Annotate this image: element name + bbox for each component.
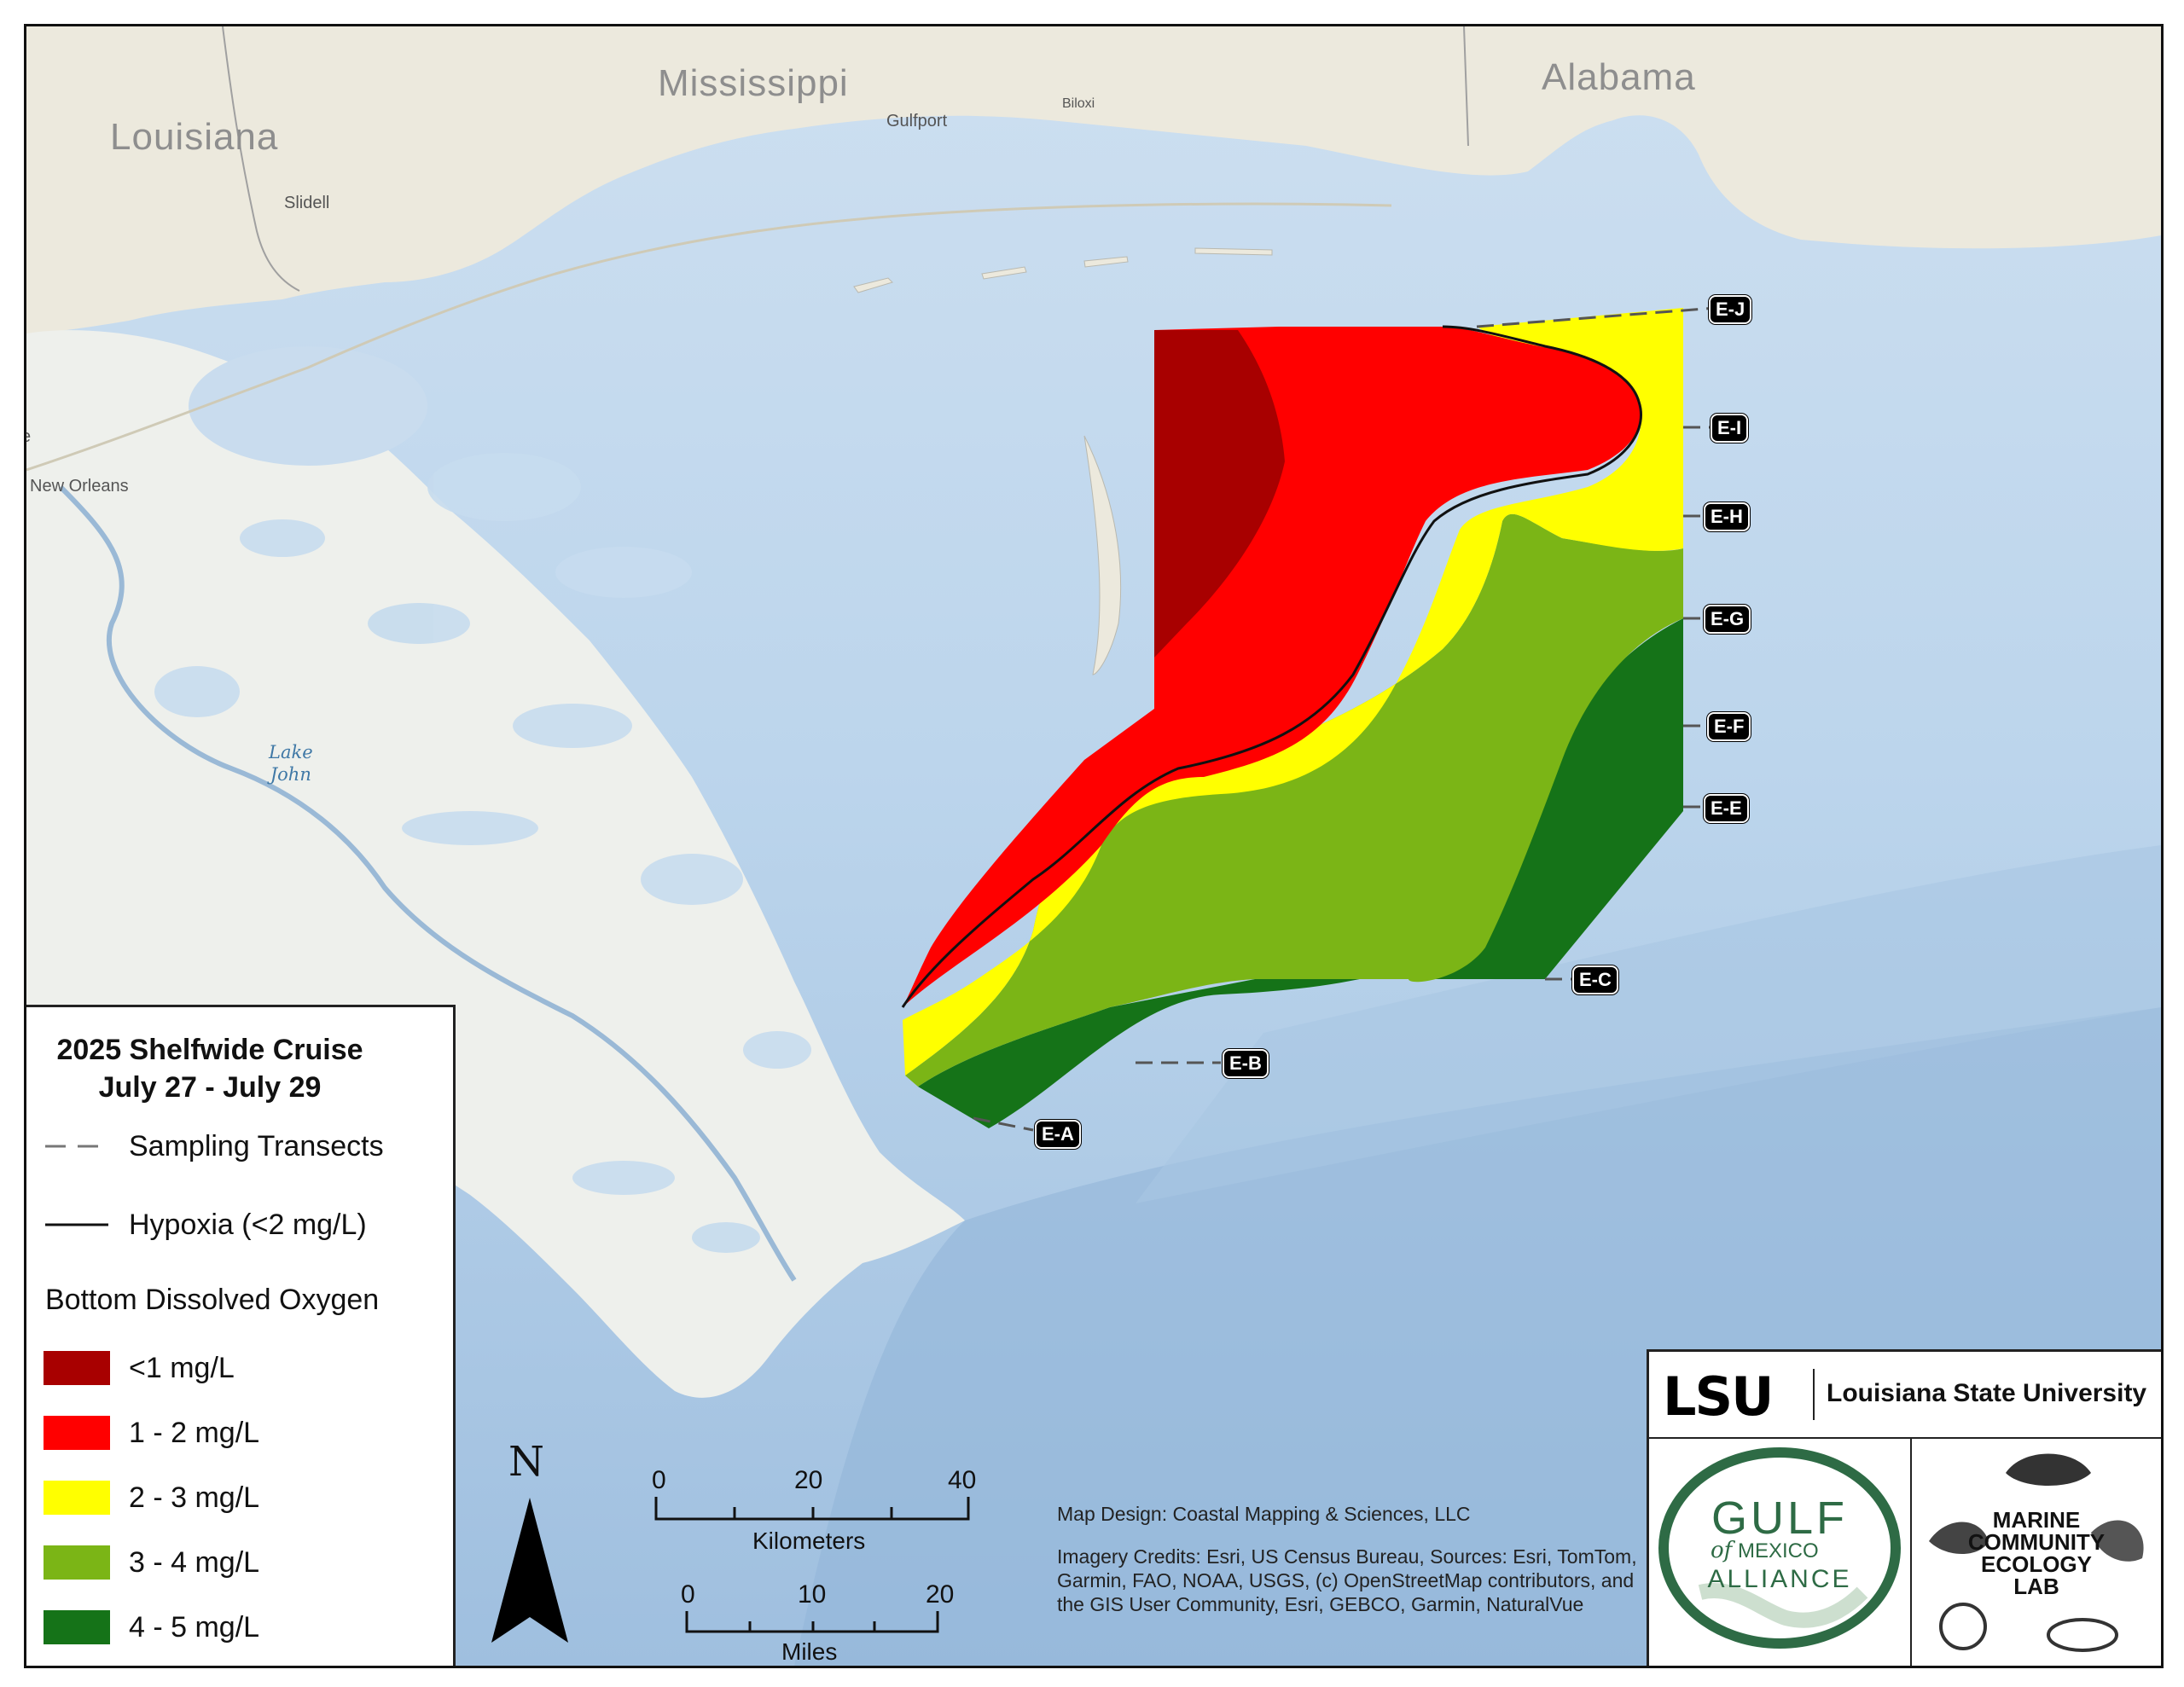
legend-do-heading: Bottom Dissolved Oxygen — [45, 1284, 380, 1316]
mcel-marine: MARINE — [1992, 1507, 2081, 1533]
label-new-orleans: New Orleans — [30, 477, 129, 496]
label-john: John — [270, 764, 311, 785]
legend-class-4-label: 3 - 4 mg/L — [129, 1545, 260, 1579]
legend-row-class-1: <1 mg/L — [44, 1348, 235, 1388]
do-zone-1-2 — [903, 327, 1641, 1020]
mcel-community: COMMUNITY — [1967, 1529, 2106, 1555]
legend-class-5-label: 4 - 5 mg/L — [129, 1610, 260, 1644]
swatch-1-2 — [44, 1416, 110, 1450]
legend-class-1-label: <1 mg/L — [129, 1351, 235, 1384]
mississippi-river — [58, 484, 797, 1282]
swatch-4-5 — [44, 1610, 110, 1644]
scale-bar: 0 20 40 Kilometers 0 10 20 Miles — [624, 1442, 1050, 1665]
legend-class-3-label: 2 - 3 mg/L — [129, 1481, 260, 1514]
gulf-logo-ring — [1658, 1447, 1901, 1649]
state-boundary-la-ms — [222, 26, 300, 292]
km-tick-40: 40 — [948, 1466, 977, 1494]
label-biloxi: Biloxi — [1062, 96, 1095, 111]
label-louisiana: Louisiana — [110, 116, 279, 158]
north-arrow: N — [483, 1438, 577, 1651]
transect-label-e-f: E-F — [1707, 712, 1751, 741]
map-frame: Louisiana Mississippi Alabama New Orlean… — [24, 24, 2164, 1668]
land-north — [26, 26, 2161, 333]
shelf-edge-shading — [1136, 845, 2161, 1203]
label-alabama: Alabama — [1542, 56, 1696, 98]
legend-title: 2025 Shelfwide Cruise July 27 - July 29 — [26, 1031, 393, 1106]
mi-scale-line — [685, 1611, 939, 1633]
imagery-credit: Imagery Credits: Esri, US Census Bureau,… — [1057, 1545, 1637, 1615]
transect-label-e-e: E-E — [1704, 794, 1749, 823]
transect-label-e-a: E-A — [1035, 1120, 1081, 1149]
legend-row-class-2: 1 - 2 mg/L — [44, 1413, 259, 1452]
legend-row-class-3: 2 - 3 mg/L — [44, 1478, 259, 1517]
legend-title-line1: 2025 Shelfwide Cruise — [56, 1034, 363, 1066]
gulf-word: GULF — [1711, 1493, 1849, 1544]
km-scale-line — [654, 1497, 970, 1521]
north-letter: N — [508, 1438, 544, 1486]
mcel-lab: LAB — [2013, 1574, 2059, 1599]
legend-class-2-label: 1 - 2 mg/L — [129, 1416, 260, 1449]
label-mississippi: Mississippi — [658, 62, 849, 104]
label-edge-letter: e — [26, 427, 31, 447]
legend-row-transects: Sampling Transects — [44, 1127, 384, 1166]
transect-label-e-i: E-I — [1711, 414, 1749, 443]
logo-panel: LSU Louisiana State University GULF of M… — [1647, 1349, 2161, 1666]
map-design-credit: Map Design: Coastal Mapping & Sciences, … — [1057, 1503, 1471, 1525]
lsu-mark: LSU — [1663, 1365, 1774, 1428]
transect-label-e-h: E-H — [1704, 502, 1750, 531]
transect-label-e-j: E-J — [1709, 295, 1752, 324]
solid-line-symbol — [44, 1205, 110, 1244]
label-gulfport: Gulfport — [886, 112, 948, 130]
lsu-divider — [1813, 1369, 1815, 1420]
mi-tick-0: 0 — [681, 1580, 695, 1609]
label-lake-john: Lake John — [269, 741, 313, 786]
mi-tick-20: 20 — [926, 1580, 955, 1609]
mi-tick-10: 10 — [798, 1580, 827, 1609]
barrier-islands — [853, 247, 1273, 675]
dissolved-oxygen-surface — [901, 308, 1683, 1128]
lsu-logo: LSU Louisiana State University — [1649, 1352, 2161, 1439]
land-delta — [26, 330, 965, 1398]
lake-pontchartrain — [189, 346, 427, 466]
hypoxia-contour — [901, 325, 1642, 1008]
do-zone-under-1 — [1154, 330, 1285, 658]
do-zone-2-3 — [903, 308, 1683, 1075]
km-tick-0: 0 — [652, 1466, 666, 1494]
gulf-alliance: ALLIANCE — [1707, 1565, 1852, 1593]
legend-row-class-5: 4 - 5 mg/L — [44, 1608, 259, 1647]
do-zone-3-4 — [905, 513, 1683, 1087]
label-slidell: Slidell — [284, 194, 330, 212]
dashed-line-symbol — [44, 1127, 110, 1166]
transect-label-e-g: E-G — [1704, 605, 1751, 634]
state-boundary-ms-al — [1463, 26, 1469, 147]
north-arrow-icon — [491, 1498, 568, 1643]
legend-row-class-4: 3 - 4 mg/L — [44, 1543, 259, 1582]
legend-title-line2: July 27 - July 29 — [98, 1071, 322, 1104]
mi-scale-label: Miles — [781, 1638, 838, 1665]
legend-transects-label: Sampling Transects — [129, 1129, 384, 1162]
credits: Map Design: Coastal Mapping & Sciences, … — [1057, 1502, 1654, 1616]
swatch-under-1 — [44, 1351, 110, 1385]
legend-hypoxia-label: Hypoxia (<2 mg/L) — [129, 1208, 367, 1241]
lsu-name: Louisiana State University — [1827, 1379, 2147, 1407]
do-zone-4-5 — [918, 618, 1683, 1128]
label-lake: Lake — [269, 742, 313, 762]
marine-community-ecology-lab-logo: MARINE COMMUNITY ECOLOGY LAB — [1912, 1439, 2161, 1666]
mcel-illustration — [1929, 1453, 2144, 1652]
gulf-of-mexico-alliance-logo: GULF of MEXICO ALLIANCE — [1649, 1439, 1912, 1666]
transect-label-e-b: E-B — [1223, 1049, 1269, 1078]
km-scale-label: Kilometers — [752, 1528, 866, 1554]
swatch-2-3 — [44, 1481, 110, 1515]
legend: 2025 Shelfwide Cruise July 27 - July 29 … — [26, 1005, 456, 1666]
mcel-ecology: ECOLOGY — [1980, 1551, 2092, 1577]
gulf-of: of — [1711, 1538, 1733, 1563]
swatch-3-4 — [44, 1545, 110, 1580]
km-tick-20: 20 — [794, 1466, 823, 1494]
legend-row-hypoxia: Hypoxia (<2 mg/L) — [44, 1205, 367, 1244]
gulf-mexico: MEXICO — [1738, 1539, 1819, 1562]
transect-label-e-c: E-C — [1572, 965, 1618, 994]
marsh-water-patches — [154, 453, 811, 1253]
roads — [26, 202, 1392, 472]
